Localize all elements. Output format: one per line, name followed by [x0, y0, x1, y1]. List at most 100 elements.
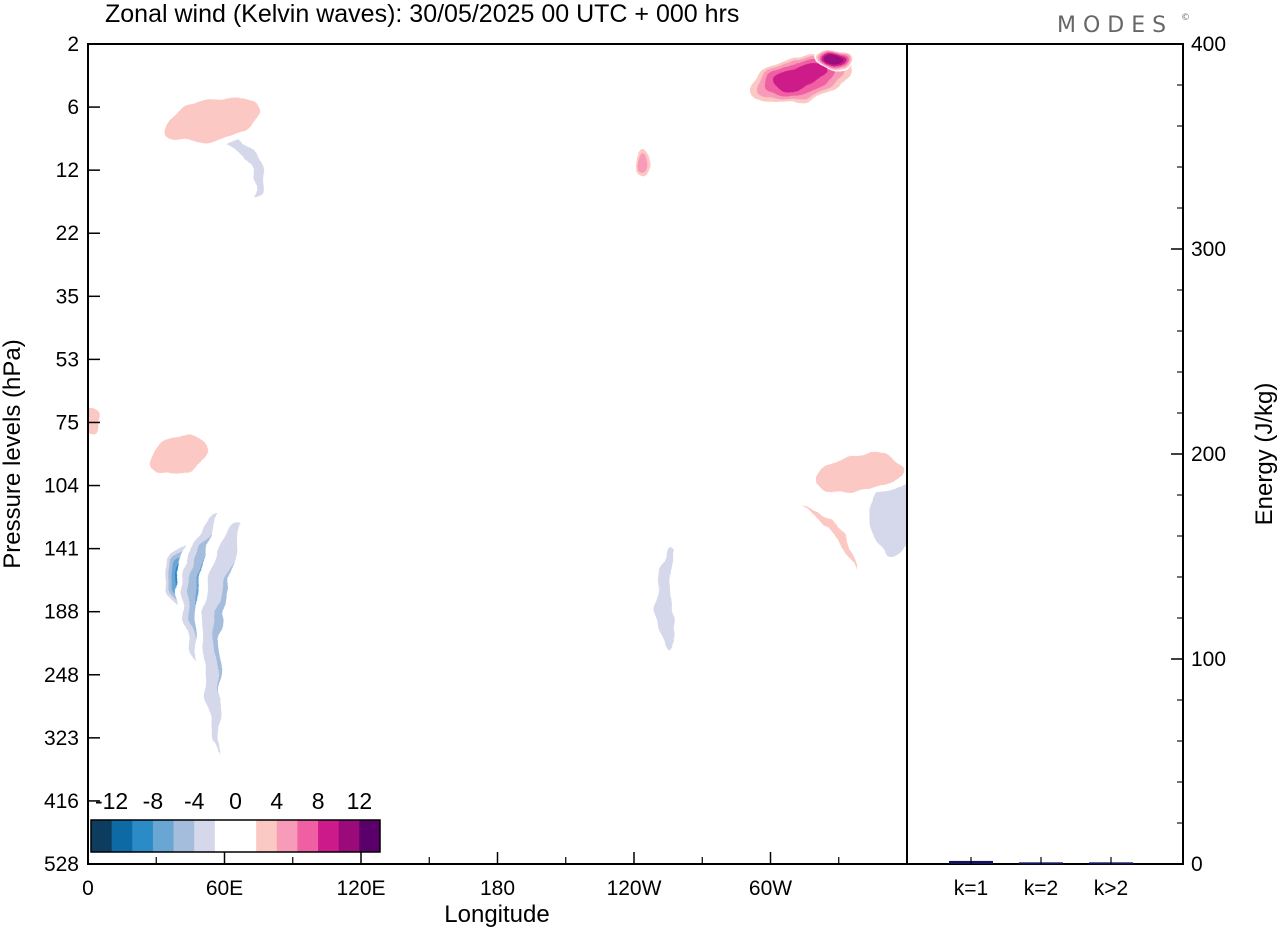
- wind-blob: [248, 275, 283, 317]
- wind-blob: [124, 139, 257, 251]
- x-tick-label: 60E: [206, 877, 243, 900]
- x-axis: 0 60E 120E 180 120W 60W: [82, 852, 840, 900]
- y-tick-label: 2: [67, 33, 79, 56]
- colorbar-swatch: [91, 820, 113, 852]
- wind-blob: [831, 135, 883, 230]
- wind-blob: [574, 150, 717, 317]
- colorbar-swatch: [194, 820, 216, 852]
- x-tick-label: 60W: [749, 877, 792, 900]
- energy-tick-label: 400: [1191, 33, 1226, 56]
- energy-tick-label: 200: [1191, 443, 1226, 466]
- colorbar-tick-label: 0: [229, 788, 242, 814]
- energy-category-label: k=1: [954, 877, 988, 900]
- y-tick-label: 22: [56, 222, 79, 245]
- y-axis: 2 6 12 22 35 53 75 104 141 188 248 323 416 528: [44, 33, 100, 876]
- wind-contour-band: [872, 478, 907, 556]
- wind-blob: [150, 88, 276, 151]
- x-tick-label: 0: [82, 877, 94, 900]
- wind-contour-band: [124, 139, 257, 251]
- colorbar-tick-label: 8: [312, 788, 325, 814]
- colorbar-tick-label: -4: [184, 788, 205, 814]
- wind-blob: [425, 119, 570, 222]
- x-tick-label: 180: [480, 877, 515, 900]
- wind-contour-band: [640, 153, 651, 175]
- wind-contour-band: [275, 684, 334, 864]
- energy-y-axis: 0 100 200 300 400: [1171, 33, 1226, 876]
- wind-blob: [141, 427, 217, 481]
- wind-contour-band: [667, 487, 874, 737]
- y-tick-label: 53: [56, 348, 79, 371]
- colorbar-swatch: [214, 820, 236, 852]
- colorbar-swatch: [152, 820, 174, 852]
- y-tick-label: 188: [44, 601, 79, 624]
- chart-title: Zonal wind (Kelvin waves): 30/05/2025 00…: [105, 0, 739, 28]
- energy-bars: k=1 k=2 k>2: [949, 857, 1133, 900]
- wind-contour-band: [425, 119, 570, 222]
- energy-tick-label: 300: [1191, 238, 1226, 261]
- y-tick-label: 416: [44, 790, 79, 813]
- y-tick-label: 323: [44, 727, 79, 750]
- y-tick-label: 35: [56, 285, 79, 308]
- colorbar-swatch: [338, 820, 360, 852]
- y-tick-label: 528: [44, 853, 79, 876]
- wind-blob: [832, 276, 882, 317]
- colorbar-frame: [90, 819, 381, 853]
- wind-contour-band: [248, 275, 283, 317]
- energy-frame: [906, 43, 1184, 865]
- colorbar-swatch: [111, 820, 133, 852]
- energy-category-label: k>2: [1094, 877, 1128, 900]
- brand-logo: MODES ©: [1057, 13, 1190, 38]
- colorbar-swatch: [132, 820, 154, 852]
- x-tick-label: 120E: [336, 877, 385, 900]
- y-tick-label: 104: [44, 475, 79, 498]
- y-tick-label: 12: [56, 159, 79, 182]
- colorbar-tick-label: 12: [347, 788, 373, 814]
- wind-blob: [493, 436, 684, 535]
- brand-text: MODES: [1057, 13, 1173, 38]
- wind-blob: [636, 145, 655, 182]
- wind-contour-band: [817, 453, 906, 493]
- brand-mark: ©: [1181, 13, 1190, 23]
- wind-blob: [743, 52, 857, 105]
- wind-blob: [835, 692, 865, 847]
- colorbar-swatch: [297, 820, 319, 852]
- y-tick-label: 6: [67, 96, 79, 119]
- y-tick-label: 141: [44, 538, 79, 561]
- energy-tick-label: 0: [1191, 853, 1203, 876]
- y-axis-title: Pressure levels (hPa): [0, 339, 26, 568]
- colorbar-swatch: [256, 820, 278, 852]
- wind-blob: [275, 684, 334, 864]
- wind-contour-band: [835, 692, 865, 847]
- wind-contour-band: [774, 67, 826, 91]
- colorbar-swatch: [359, 820, 381, 852]
- wind-contour-band: [574, 150, 717, 317]
- wind-contour-band: [151, 434, 207, 474]
- wind-contour-band: [831, 135, 883, 230]
- colorbar-swatch: [173, 820, 195, 852]
- wind-contour-band: [822, 53, 842, 66]
- heatmap-field: [88, 44, 907, 864]
- wind-contour-band: [320, 44, 448, 84]
- wind-contour-band: [493, 436, 684, 535]
- colorbar-tick-label: -12: [95, 788, 128, 814]
- colorbar: [90, 819, 381, 853]
- wind-blob: [801, 447, 907, 499]
- wind-blob: [320, 44, 448, 84]
- wind-contour-band: [832, 276, 882, 317]
- x-axis-title: Longitude: [444, 901, 549, 928]
- energy-axis-title: Energy (J/kg): [1251, 383, 1278, 526]
- colorbar-tick-labels: -12 -8 -4 0 4 8 12: [95, 788, 372, 814]
- wind-blob: [667, 487, 874, 737]
- colorbar-swatch: [318, 820, 340, 852]
- colorbar-swatch: [235, 820, 257, 852]
- wind-blob: [811, 47, 853, 73]
- y-tick-label: 248: [44, 664, 79, 687]
- colorbar-tick-label: -8: [143, 788, 163, 814]
- colorbar-swatch: [276, 820, 298, 852]
- energy-tick-label: 100: [1191, 648, 1226, 671]
- colorbar-tick-label: 4: [270, 788, 283, 814]
- x-tick-label: 120W: [607, 877, 662, 900]
- energy-category-label: k=2: [1024, 877, 1058, 900]
- wind-contour-band: [166, 96, 261, 143]
